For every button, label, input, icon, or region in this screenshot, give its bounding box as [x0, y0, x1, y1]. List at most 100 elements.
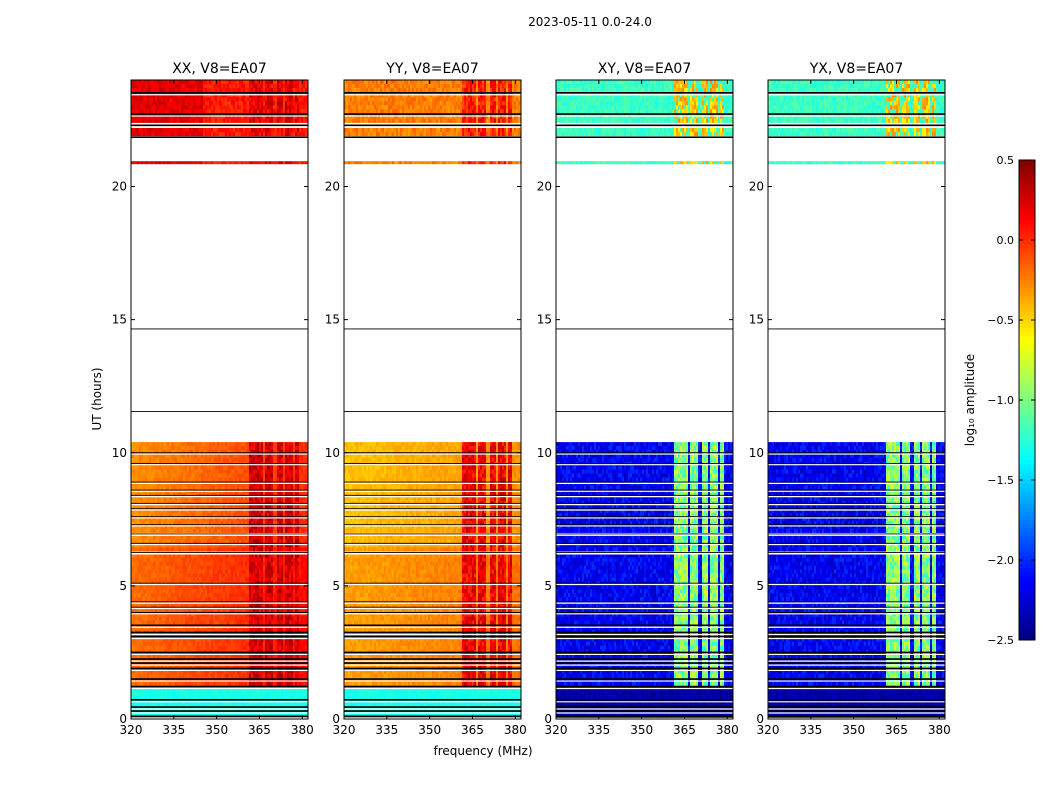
- heatmap-cell: [249, 687, 252, 692]
- heatmap-cell: [159, 569, 162, 574]
- heatmap-cell: [237, 442, 240, 447]
- heatmap-cell: [227, 547, 230, 552]
- heatmap-cell: [191, 461, 194, 467]
- heatmap-cell: [255, 597, 258, 602]
- heatmap-cell: [263, 539, 266, 544]
- heatmap-cell: [167, 695, 170, 700]
- heatmap-cell: [285, 446, 288, 451]
- heatmap-cell: [265, 625, 268, 631]
- heatmap-cell: [293, 637, 296, 643]
- heatmap-cell: [231, 687, 234, 692]
- heatmap-cell: [241, 637, 244, 643]
- heatmap-cell: [175, 637, 178, 643]
- heatmap-cell: [259, 669, 262, 675]
- heatmap-cell: [267, 585, 270, 590]
- heatmap-cell: [141, 681, 144, 687]
- heatmap-cell: [135, 673, 138, 679]
- heatmap-cell: [253, 620, 256, 625]
- heatmap-cell: [189, 704, 192, 709]
- heatmap-cell: [135, 573, 138, 578]
- heatmap-cell: [273, 653, 276, 659]
- heatmap-cell: [285, 687, 288, 692]
- heatmap-cell: [237, 565, 240, 570]
- heatmap-cell: [239, 657, 242, 663]
- heatmap-cell: [285, 569, 288, 574]
- heatmap-cell: [167, 657, 170, 663]
- heatmap-cell: [201, 681, 204, 687]
- heatmap-cell: [165, 561, 168, 566]
- heatmap-cell: [235, 669, 238, 675]
- heatmap-cell: [287, 669, 290, 675]
- heatmap-cell: [261, 637, 264, 643]
- heatmap-cell: [303, 707, 306, 712]
- heatmap-cell: [301, 535, 304, 540]
- heatmap-cell: [255, 657, 258, 663]
- heatmap-cell: [297, 677, 300, 683]
- heatmap-cell: [177, 637, 180, 643]
- heatmap-cell: [135, 577, 138, 582]
- heatmap-cell: [149, 641, 152, 647]
- heatmap-cell: [153, 653, 156, 659]
- heatmap-cell: [243, 473, 246, 478]
- heatmap-cell: [281, 547, 284, 552]
- heatmap-cell: [173, 681, 176, 687]
- heatmap-cell: [219, 539, 222, 544]
- heatmap-cell: [251, 557, 254, 563]
- heatmap-cell: [305, 707, 308, 712]
- heatmap-cell: [177, 704, 180, 709]
- heatmap-cell: [193, 457, 196, 463]
- heatmap-cell: [197, 469, 200, 474]
- heatmap-cell: [179, 677, 182, 683]
- heatmap-cell: [283, 569, 286, 574]
- heatmap-cell: [247, 673, 250, 679]
- heatmap-cell: [177, 657, 180, 663]
- heatmap-cell: [225, 465, 228, 470]
- heatmap-cell: [297, 461, 300, 467]
- heatmap-cell: [243, 608, 246, 614]
- heatmap-cell: [233, 561, 236, 566]
- heatmap-cell: [187, 557, 190, 563]
- heatmap-cell: [277, 473, 280, 478]
- heatmap-cell: [227, 543, 230, 548]
- heatmap-cell: [181, 620, 184, 625]
- heatmap-cell: [193, 442, 196, 447]
- heatmap-cell: [195, 457, 198, 463]
- heatmap-cell: [257, 543, 260, 548]
- heatmap-cell: [163, 616, 166, 621]
- heatmap-cell: [249, 469, 252, 474]
- heatmap-cell: [131, 625, 134, 631]
- heatmap-cell: [155, 457, 158, 463]
- heatmap-cell: [189, 539, 192, 544]
- heatmap-cell: [275, 461, 278, 467]
- heatmap-cell: [171, 625, 174, 631]
- heatmap-cell: [213, 543, 216, 548]
- heatmap-cell: [199, 553, 202, 559]
- heatmap-cell: [293, 608, 296, 614]
- heatmap-cell: [263, 573, 266, 578]
- heatmap-cell: [163, 449, 166, 455]
- heatmap-cell: [249, 457, 252, 463]
- heatmap-cell: [181, 657, 184, 663]
- heatmap-cell: [189, 625, 192, 631]
- heatmap-cell: [261, 585, 264, 590]
- heatmap-cell: [139, 691, 142, 696]
- heatmap-cell: [259, 442, 262, 447]
- heatmap-cell: [197, 535, 200, 540]
- heatmap-cell: [295, 442, 298, 447]
- heatmap-cell: [189, 695, 192, 700]
- heatmap-cell: [169, 669, 172, 675]
- heatmap-cell: [213, 612, 216, 617]
- heatmap-cell: [167, 557, 170, 563]
- heatmap-cell: [229, 585, 232, 590]
- heatmap-cell: [293, 539, 296, 544]
- heatmap-cell: [297, 597, 300, 602]
- heatmap-cell: [151, 645, 154, 651]
- heatmap-cell: [245, 625, 248, 631]
- heatmap-cell: [157, 673, 160, 679]
- heatmap-cell: [269, 597, 272, 602]
- heatmap-cell: [141, 557, 144, 563]
- heatmap-cell: [201, 691, 204, 696]
- heatmap-cell: [199, 677, 202, 683]
- heatmap-cell: [197, 593, 200, 598]
- heatmap-cell: [229, 565, 232, 570]
